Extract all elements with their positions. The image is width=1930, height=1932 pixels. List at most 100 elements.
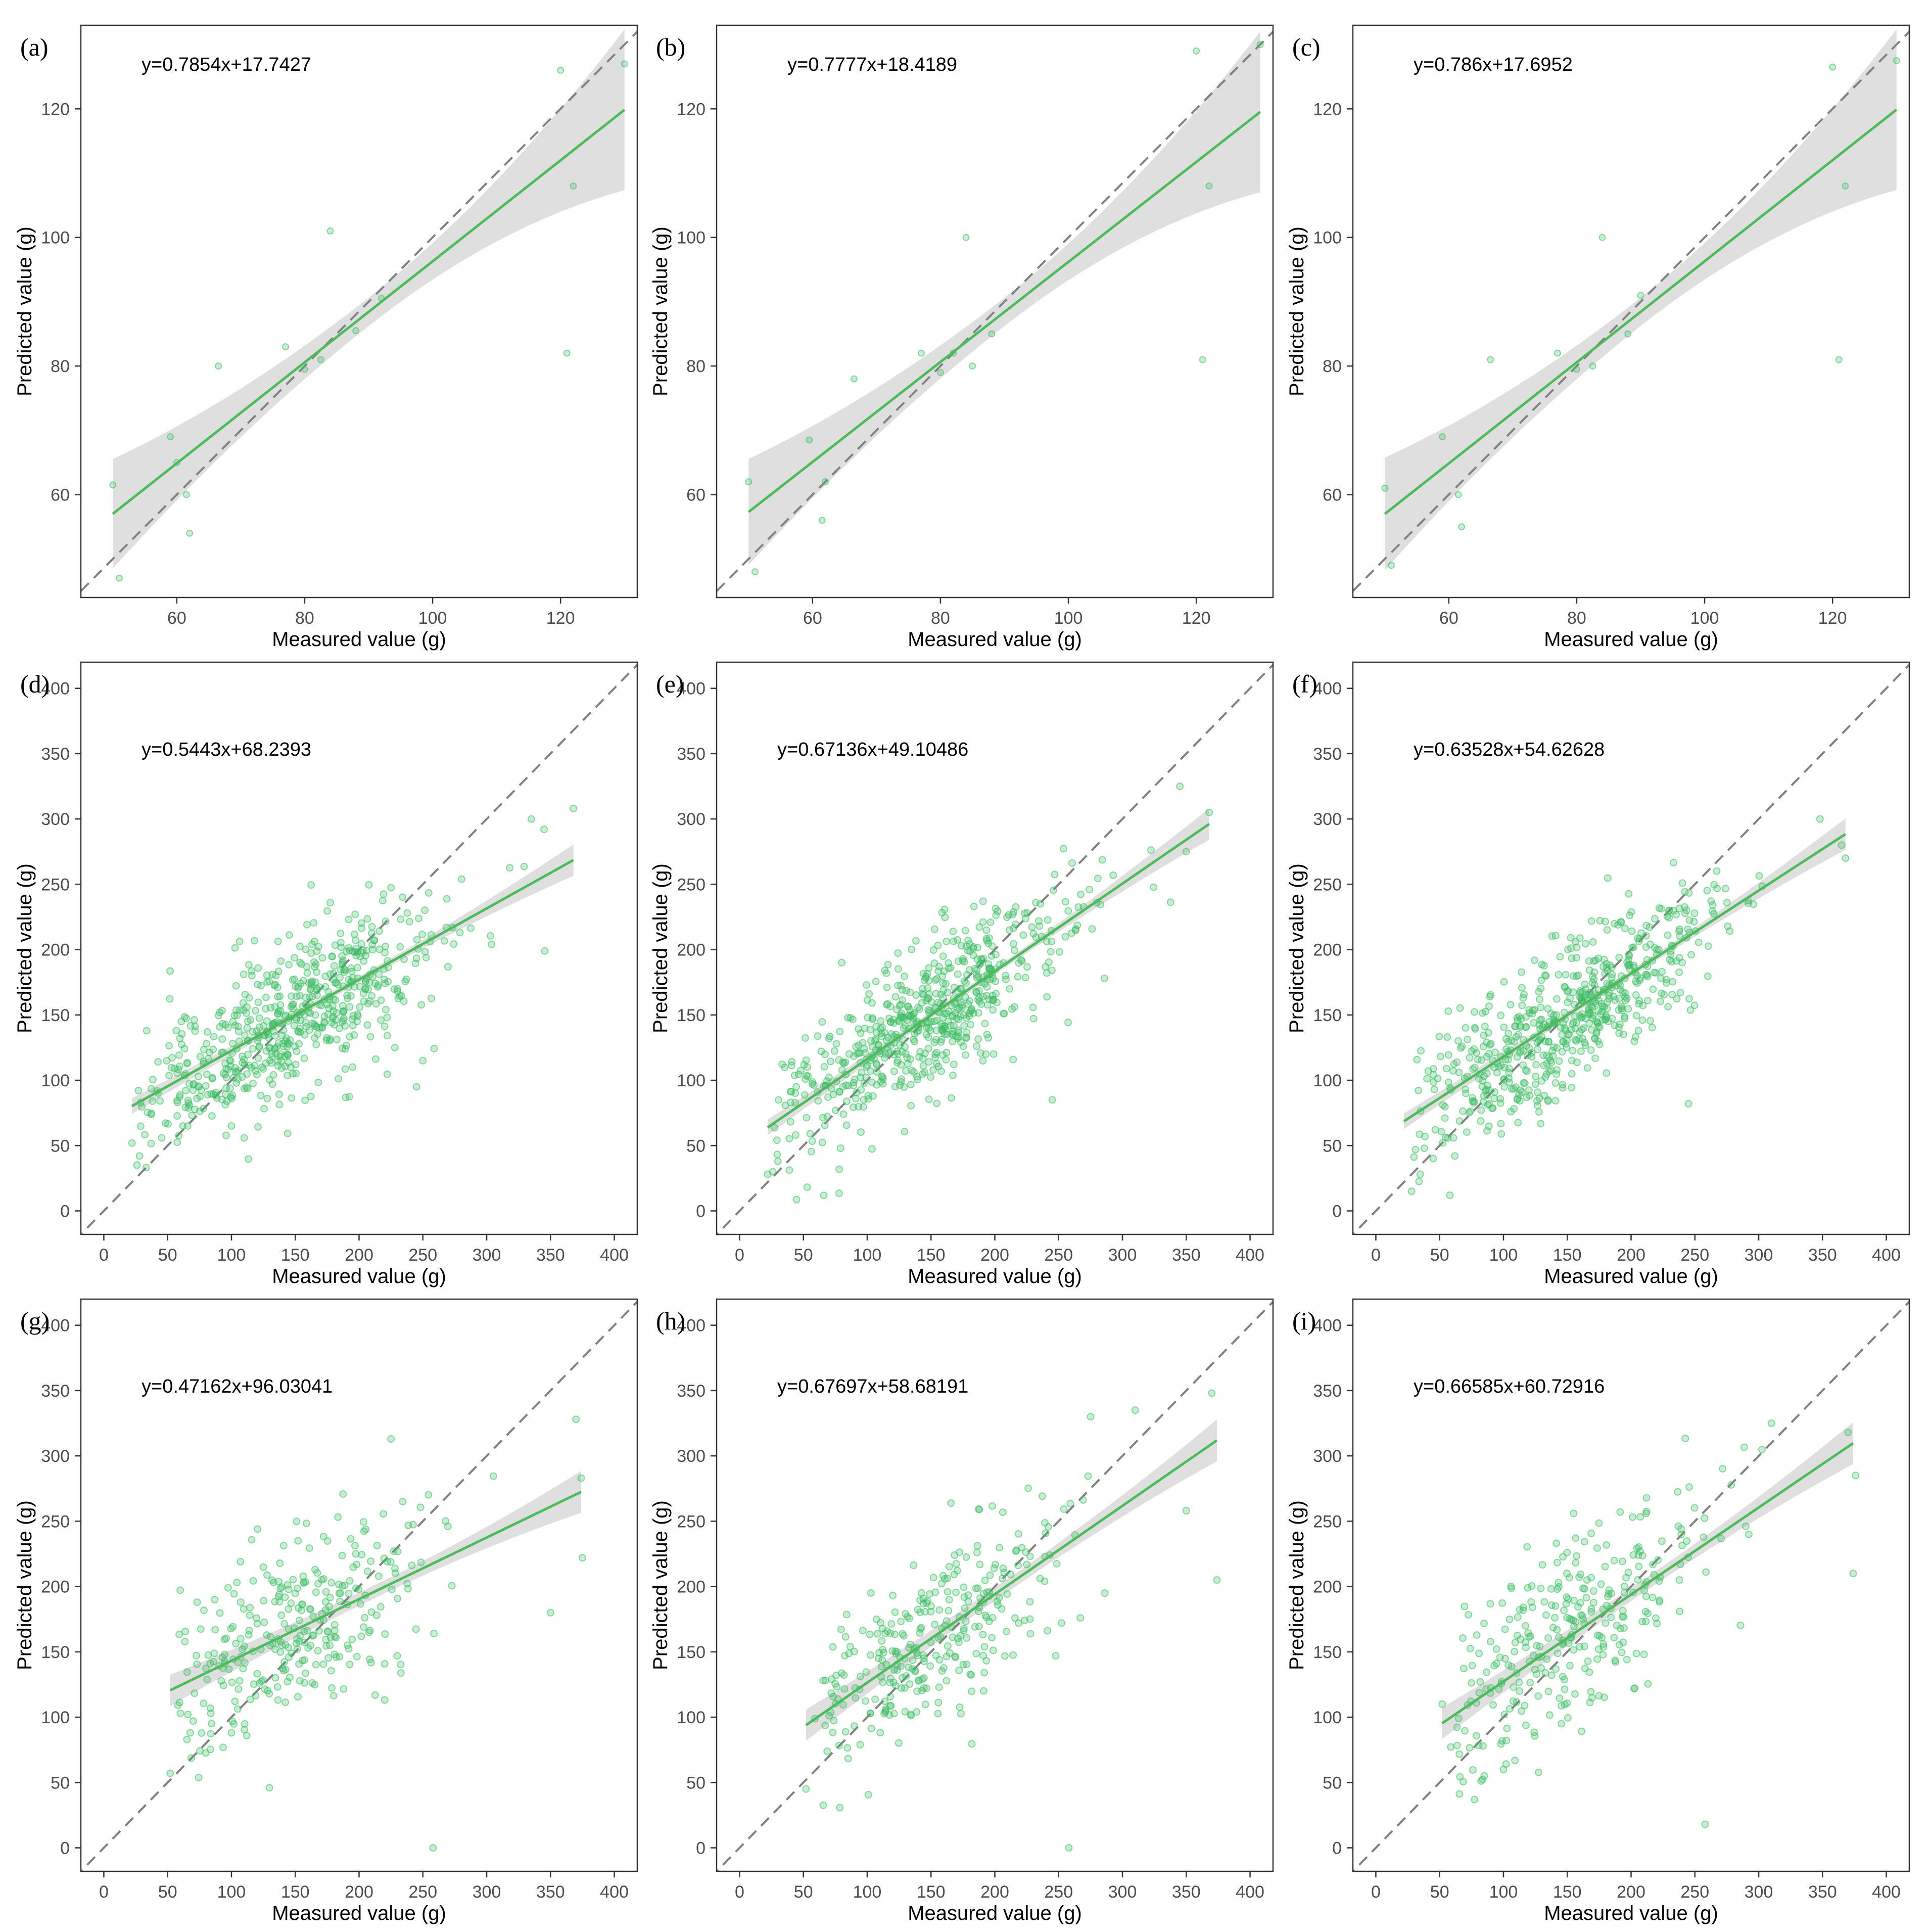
data-point <box>1537 1120 1545 1128</box>
data-point <box>771 1124 779 1132</box>
data-point <box>926 1662 934 1670</box>
data-point <box>344 1641 352 1649</box>
data-point <box>285 1643 293 1651</box>
data-point <box>1466 1744 1474 1752</box>
data-point <box>873 1081 881 1089</box>
data-point <box>246 1611 254 1619</box>
data-point <box>915 1027 923 1035</box>
data-point <box>1522 1638 1530 1646</box>
data-point <box>775 1096 783 1104</box>
data-point <box>917 349 925 357</box>
data-point <box>227 1122 236 1130</box>
data-point <box>972 1649 980 1658</box>
data-point <box>416 1503 425 1511</box>
data-point <box>1516 1687 1524 1695</box>
data-point <box>254 998 262 1006</box>
data-point <box>177 1040 185 1048</box>
data-point <box>1710 881 1718 889</box>
data-point <box>1570 1509 1578 1517</box>
x-tick-label: 200 <box>980 1882 1009 1902</box>
data-point <box>1558 1048 1566 1056</box>
data-point <box>925 1058 933 1066</box>
fit-line <box>747 111 1261 513</box>
data-point <box>862 1668 870 1676</box>
data-point <box>288 992 296 1000</box>
data-point <box>443 895 451 903</box>
data-point <box>183 1668 191 1676</box>
data-point <box>314 1078 322 1086</box>
data-point <box>1638 1016 1646 1024</box>
data-point <box>1632 991 1640 999</box>
data-point <box>248 972 256 980</box>
data-point <box>134 1086 143 1094</box>
data-point <box>387 1435 395 1443</box>
data-point <box>200 1045 208 1053</box>
data-point <box>894 949 902 957</box>
data-point <box>1672 910 1680 918</box>
data-point <box>1505 1705 1514 1713</box>
data-point <box>1005 926 1013 934</box>
data-point <box>1490 1662 1498 1670</box>
data-point <box>1559 1673 1567 1681</box>
data-point <box>220 1635 228 1643</box>
data-point <box>384 978 392 986</box>
data-point <box>1619 1638 1627 1646</box>
data-point <box>175 1132 183 1140</box>
data-point <box>290 975 298 983</box>
data-point <box>1477 1106 1485 1114</box>
data-point <box>1587 1529 1595 1537</box>
data-point <box>843 1744 852 1752</box>
data-point <box>231 1022 239 1030</box>
data-point <box>297 960 305 968</box>
data-point <box>1555 1633 1563 1641</box>
data-point <box>263 1571 271 1579</box>
data-point <box>382 942 390 950</box>
data-point <box>367 929 375 937</box>
data-point <box>945 1606 953 1615</box>
data-point <box>211 1626 219 1634</box>
y-tick-label: 300 <box>1313 810 1342 829</box>
panel-h: 0 50 100 150 200 250 300 350 4000501001502002503… <box>649 1298 1274 1924</box>
data-point <box>363 1021 371 1029</box>
data-point <box>769 1168 777 1176</box>
data-point <box>252 1692 260 1700</box>
data-point <box>913 1687 921 1695</box>
y-tick-label: 50 <box>686 1136 705 1156</box>
data-point <box>1595 1632 1604 1640</box>
data-point <box>1568 1056 1576 1065</box>
data-point <box>307 1641 315 1649</box>
data-point <box>1477 1117 1485 1125</box>
data-point <box>1065 1844 1073 1852</box>
data-point <box>1618 1557 1626 1566</box>
confidence-band <box>1404 818 1846 1129</box>
data-point <box>916 1608 924 1617</box>
data-point <box>837 958 845 967</box>
data-point <box>818 1018 826 1026</box>
data-point <box>864 1790 872 1799</box>
data-point <box>898 1048 906 1056</box>
data-point <box>852 1094 860 1102</box>
data-point <box>377 996 385 1004</box>
data-points <box>1381 57 1900 569</box>
data-point <box>361 985 369 993</box>
data-point <box>412 954 420 962</box>
data-point <box>1579 1035 1587 1043</box>
data-point <box>323 1537 332 1545</box>
data-point <box>338 1551 346 1559</box>
data-point <box>905 1614 913 1622</box>
data-point <box>1566 1662 1574 1670</box>
data-point <box>294 1693 302 1701</box>
data-point <box>265 1784 273 1792</box>
x-tick-label: 100 <box>1489 1882 1518 1902</box>
data-point <box>200 1606 208 1615</box>
data-point <box>1616 1508 1624 1516</box>
data-point <box>903 1053 911 1062</box>
data-point <box>1611 1657 1619 1665</box>
data-point <box>943 1677 951 1685</box>
data-point <box>1487 356 1494 363</box>
data-point <box>931 1588 939 1596</box>
data-point <box>819 1114 827 1122</box>
data-point <box>929 946 937 954</box>
data-point <box>785 1166 793 1174</box>
data-point <box>787 1088 795 1096</box>
